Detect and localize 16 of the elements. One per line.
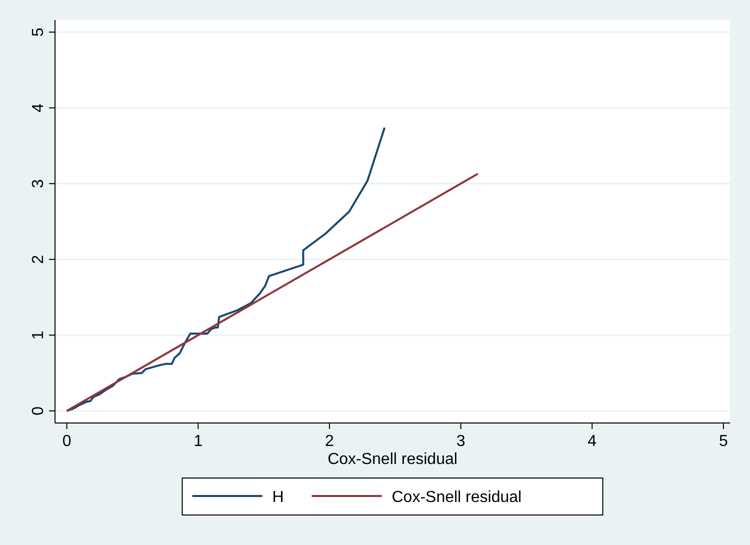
x-tick-label: 0 <box>62 433 72 450</box>
x-tick-label: 3 <box>456 433 466 450</box>
y-tick-label: 2 <box>30 254 47 264</box>
x-axis-title: Cox-Snell residual <box>328 451 458 468</box>
y-tick-label: 0 <box>30 406 47 416</box>
legend-label: H <box>272 489 284 506</box>
x-tick-label: 2 <box>325 433 334 450</box>
y-tick-label: 5 <box>30 28 47 37</box>
x-tick-label: 4 <box>588 433 597 450</box>
line-series <box>66 126 386 412</box>
x-tick-label: 5 <box>718 433 728 450</box>
x-tick-label: 1 <box>194 433 203 450</box>
y-tick-label: 4 <box>30 103 47 112</box>
y-tick-label: 3 <box>30 179 47 188</box>
legend-label: Cox-Snell residual <box>392 489 522 506</box>
y-tick-label: 1 <box>30 330 47 340</box>
